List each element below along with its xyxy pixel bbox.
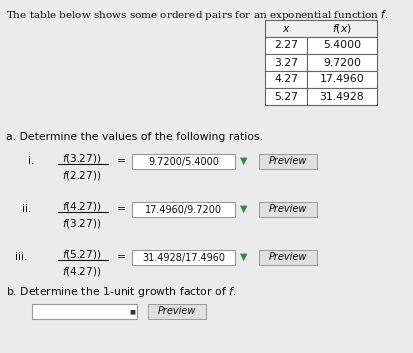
Text: The table below shows some ordered pairs for an exponential function $f$.: The table below shows some ordered pairs… <box>6 8 388 22</box>
Text: $f(4.27))$: $f(4.27))$ <box>62 265 102 278</box>
Bar <box>132 154 235 169</box>
Text: 31.4928: 31.4928 <box>319 91 363 102</box>
Text: $f(3.27))$: $f(3.27))$ <box>62 217 102 230</box>
Bar <box>306 54 376 71</box>
Text: a. Determine the values of the following ratios.: a. Determine the values of the following… <box>6 132 262 142</box>
Bar <box>306 88 376 105</box>
Text: $f(x)$: $f(x)$ <box>331 22 351 35</box>
Text: 9.7200/5.4000: 9.7200/5.4000 <box>148 156 218 167</box>
Bar <box>132 250 235 265</box>
Text: =: = <box>117 204 126 214</box>
Text: =: = <box>117 252 126 262</box>
Bar <box>264 71 306 88</box>
Text: b. Determine the 1-unit growth factor of $f$.: b. Determine the 1-unit growth factor of… <box>6 285 236 299</box>
Text: 2.27: 2.27 <box>273 41 297 50</box>
Bar <box>259 154 316 169</box>
Text: ▼: ▼ <box>240 252 247 262</box>
Bar <box>306 37 376 54</box>
Text: ▼: ▼ <box>240 156 247 166</box>
Bar <box>147 304 206 319</box>
Bar <box>264 20 376 37</box>
Bar <box>259 250 316 265</box>
Text: 31.4928/17.4960: 31.4928/17.4960 <box>142 252 224 263</box>
Text: 5.27: 5.27 <box>273 91 297 102</box>
Text: Preview: Preview <box>157 306 196 317</box>
Text: 4.27: 4.27 <box>273 74 297 84</box>
Bar <box>264 54 306 71</box>
Text: =: = <box>117 156 126 166</box>
Text: $f(2.27))$: $f(2.27))$ <box>62 169 102 182</box>
Text: $f(3.27))$: $f(3.27))$ <box>62 152 102 165</box>
Bar <box>306 71 376 88</box>
Text: iii.: iii. <box>15 252 27 262</box>
Text: ▼: ▼ <box>240 204 247 214</box>
Text: ■: ■ <box>129 309 135 314</box>
Bar <box>32 304 137 319</box>
Text: 17.4960: 17.4960 <box>319 74 363 84</box>
Bar <box>132 202 235 217</box>
Text: ii.: ii. <box>22 204 31 214</box>
Text: $f(4.27))$: $f(4.27))$ <box>62 200 102 213</box>
Text: Preview: Preview <box>268 156 306 167</box>
Text: 3.27: 3.27 <box>273 58 297 67</box>
Bar <box>264 88 306 105</box>
Text: Preview: Preview <box>268 204 306 215</box>
Text: $f(5.27))$: $f(5.27))$ <box>62 248 102 261</box>
Text: i.: i. <box>28 156 34 166</box>
Text: 5.4000: 5.4000 <box>322 41 360 50</box>
Text: 9.7200: 9.7200 <box>322 58 360 67</box>
Text: $x$: $x$ <box>281 24 290 34</box>
Bar <box>264 37 306 54</box>
Text: Preview: Preview <box>268 252 306 263</box>
Text: 17.4960/9.7200: 17.4960/9.7200 <box>145 204 221 215</box>
Bar <box>259 202 316 217</box>
